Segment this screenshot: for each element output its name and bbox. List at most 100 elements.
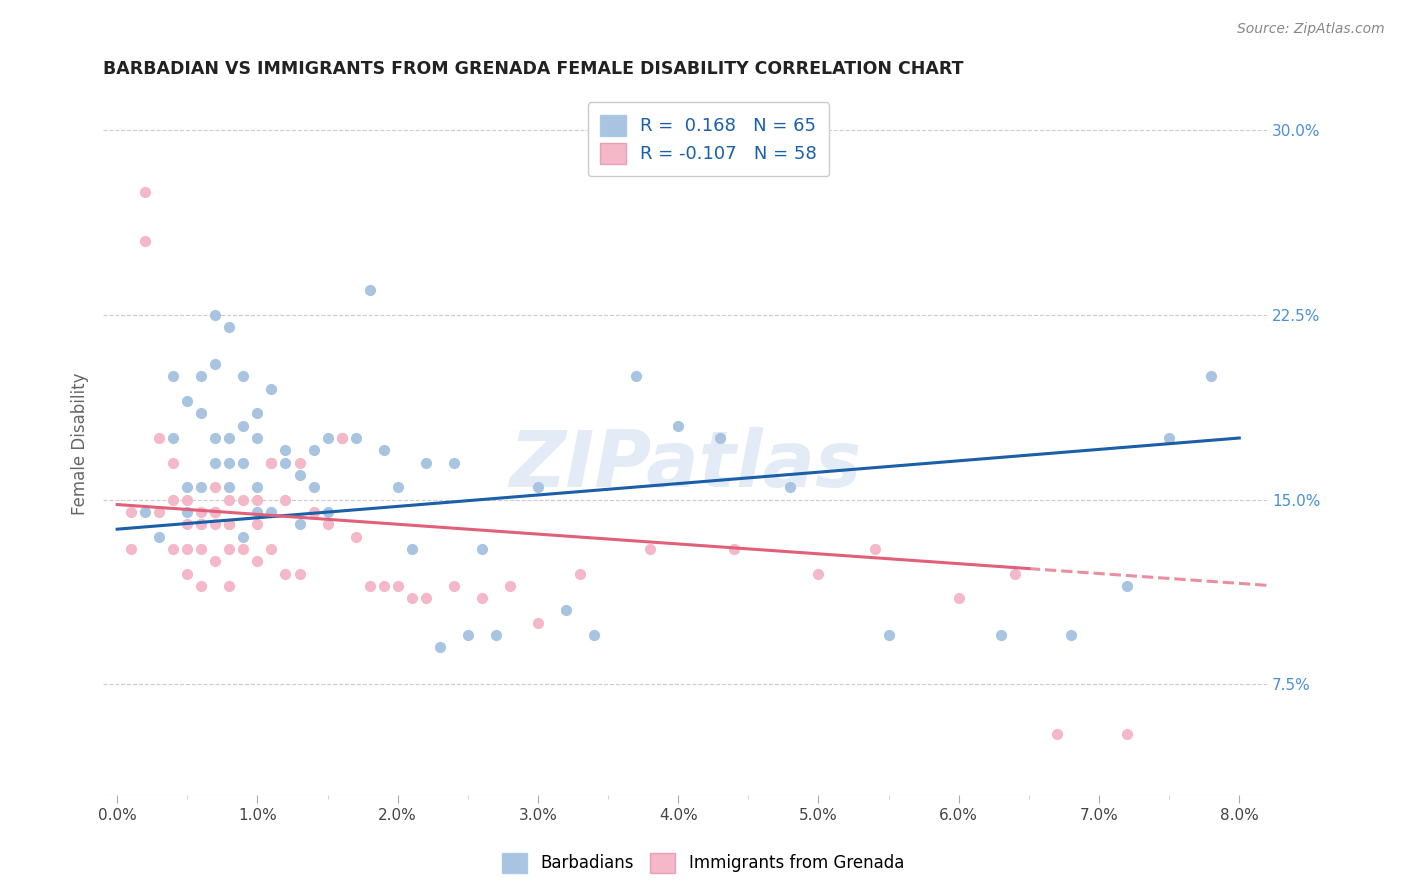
Text: ZIPatlas: ZIPatlas xyxy=(509,427,862,503)
Point xyxy=(148,530,170,544)
Point xyxy=(471,591,494,606)
Point xyxy=(569,566,592,581)
Point xyxy=(232,418,254,433)
Point xyxy=(190,369,212,384)
Point xyxy=(218,541,240,556)
Point xyxy=(260,382,283,396)
Point xyxy=(162,541,184,556)
Point xyxy=(162,492,184,507)
Point xyxy=(779,480,801,494)
Point xyxy=(288,517,311,532)
Point xyxy=(948,591,970,606)
Point xyxy=(204,431,226,445)
Point xyxy=(246,480,269,494)
Point xyxy=(1116,727,1139,741)
Point xyxy=(316,517,339,532)
Point xyxy=(863,541,886,556)
Point xyxy=(232,530,254,544)
Point xyxy=(190,505,212,519)
Point xyxy=(443,579,465,593)
Point xyxy=(344,530,367,544)
Point xyxy=(1004,566,1026,581)
Point xyxy=(359,579,381,593)
Point xyxy=(807,566,830,581)
Point xyxy=(176,480,198,494)
Point xyxy=(204,554,226,568)
Point xyxy=(583,628,606,642)
Point xyxy=(527,480,550,494)
Point xyxy=(204,308,226,322)
Point xyxy=(1199,369,1222,384)
Point xyxy=(274,492,297,507)
Point xyxy=(624,369,647,384)
Legend: R =  0.168   N = 65, R = -0.107   N = 58: R = 0.168 N = 65, R = -0.107 N = 58 xyxy=(588,102,830,177)
Point xyxy=(260,505,283,519)
Point xyxy=(302,505,325,519)
Point xyxy=(218,492,240,507)
Point xyxy=(443,456,465,470)
Point xyxy=(373,579,395,593)
Point xyxy=(120,505,142,519)
Point xyxy=(260,456,283,470)
Point xyxy=(316,505,339,519)
Point xyxy=(176,394,198,409)
Point xyxy=(638,541,661,556)
Point xyxy=(415,591,437,606)
Point xyxy=(330,431,353,445)
Point xyxy=(555,603,578,617)
Point xyxy=(666,418,689,433)
Point xyxy=(162,431,184,445)
Point xyxy=(274,443,297,458)
Point xyxy=(429,640,451,655)
Point xyxy=(190,517,212,532)
Point xyxy=(120,541,142,556)
Point xyxy=(471,541,494,556)
Point xyxy=(344,431,367,445)
Y-axis label: Female Disability: Female Disability xyxy=(72,373,89,516)
Point xyxy=(204,480,226,494)
Point xyxy=(176,492,198,507)
Point xyxy=(176,566,198,581)
Point xyxy=(190,579,212,593)
Point xyxy=(316,431,339,445)
Point xyxy=(260,456,283,470)
Point xyxy=(1116,579,1139,593)
Point xyxy=(485,628,508,642)
Point xyxy=(1159,431,1181,445)
Point xyxy=(288,456,311,470)
Point xyxy=(218,480,240,494)
Point xyxy=(246,554,269,568)
Point xyxy=(288,566,311,581)
Point xyxy=(232,456,254,470)
Point xyxy=(232,541,254,556)
Point xyxy=(218,431,240,445)
Point xyxy=(723,541,745,556)
Point xyxy=(176,541,198,556)
Point xyxy=(1060,628,1083,642)
Point xyxy=(246,431,269,445)
Point xyxy=(288,467,311,482)
Point xyxy=(190,517,212,532)
Point xyxy=(204,505,226,519)
Legend: Barbadians, Immigrants from Grenada: Barbadians, Immigrants from Grenada xyxy=(495,847,911,880)
Point xyxy=(274,566,297,581)
Point xyxy=(302,480,325,494)
Text: BARBADIAN VS IMMIGRANTS FROM GRENADA FEMALE DISABILITY CORRELATION CHART: BARBADIAN VS IMMIGRANTS FROM GRENADA FEM… xyxy=(103,60,963,78)
Point xyxy=(302,443,325,458)
Point xyxy=(274,456,297,470)
Point xyxy=(246,492,269,507)
Point xyxy=(359,283,381,297)
Point xyxy=(218,517,240,532)
Point xyxy=(373,443,395,458)
Point xyxy=(176,505,198,519)
Point xyxy=(162,369,184,384)
Point xyxy=(709,431,731,445)
Point xyxy=(204,357,226,371)
Point xyxy=(134,505,156,519)
Point xyxy=(204,505,226,519)
Text: Source: ZipAtlas.com: Source: ZipAtlas.com xyxy=(1237,22,1385,37)
Point xyxy=(218,456,240,470)
Point xyxy=(330,431,353,445)
Point xyxy=(162,456,184,470)
Point xyxy=(990,628,1012,642)
